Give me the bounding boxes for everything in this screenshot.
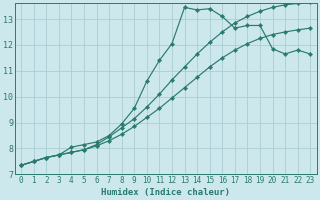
X-axis label: Humidex (Indice chaleur): Humidex (Indice chaleur): [101, 188, 230, 197]
